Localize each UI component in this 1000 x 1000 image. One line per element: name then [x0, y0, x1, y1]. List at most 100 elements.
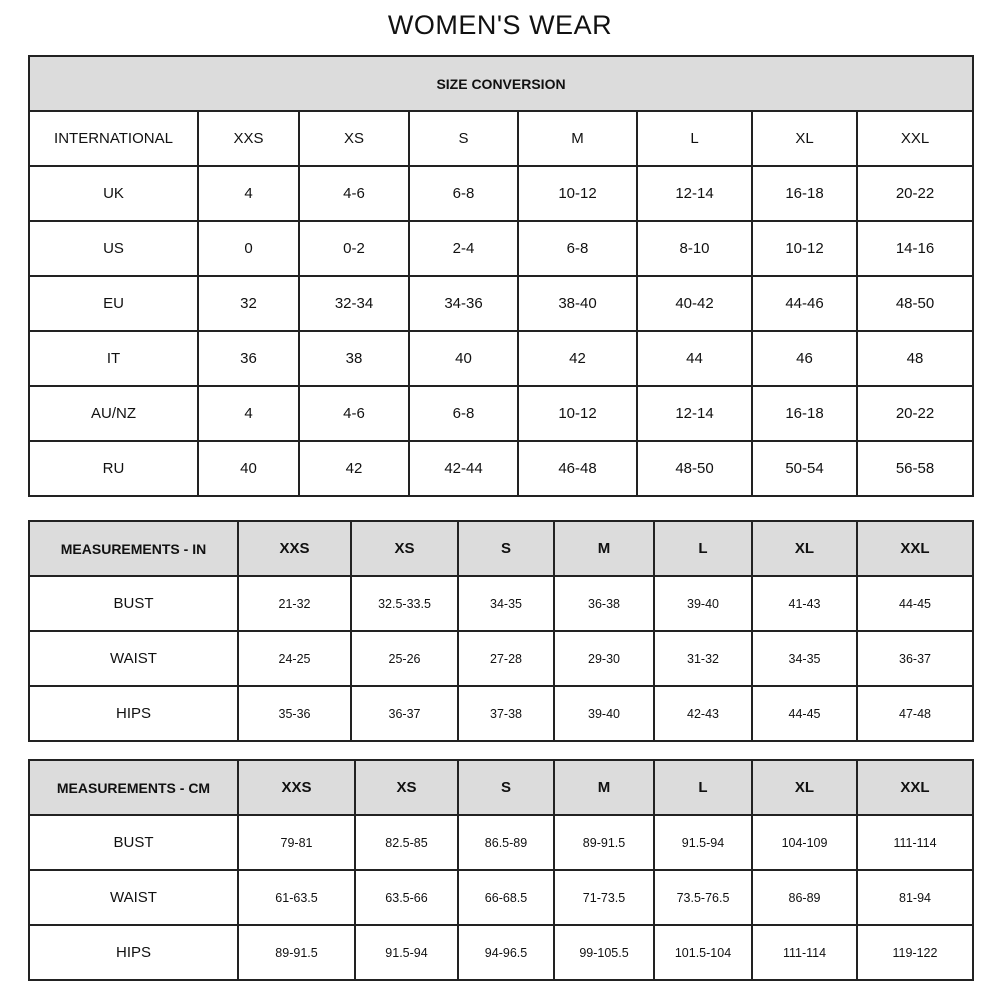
row-label: WAIST [28, 869, 239, 926]
table-cell: 44-45 [856, 575, 974, 632]
table-cell: 40 [408, 330, 519, 387]
table-cell: 37-38 [457, 685, 555, 742]
table-cell: 42 [517, 330, 638, 387]
table-cell: 50-54 [751, 440, 858, 497]
column-header: XL [751, 520, 858, 577]
table-cell: 89-91.5 [553, 814, 655, 871]
measurements-in-table: MEASUREMENTS - IN XXS XS S M L XL XXL BUST 21-32 3… [28, 520, 974, 742]
table-cell: 111-114 [751, 924, 858, 981]
table-cell: 86.5-89 [457, 814, 555, 871]
column-header: M [517, 110, 638, 167]
size-conversion-table: SIZE CONVERSION INTERNATIONAL XXS XS S M L XL X… [27, 55, 975, 497]
table-cell: 119-122 [856, 924, 974, 981]
table-row: IT 36 38 40 42 44 46 48 [28, 330, 975, 387]
column-header: XXL [856, 759, 974, 816]
column-header: L [636, 110, 753, 167]
column-header: L [653, 520, 753, 577]
table-cell: 12-14 [636, 385, 753, 442]
table-row: EU 32 32-34 34-36 38-40 40-42 44-46 48-50 [28, 275, 975, 332]
table-cell: 0 [197, 220, 300, 277]
column-header: S [457, 520, 555, 577]
table-caption-row: SIZE CONVERSION [27, 55, 975, 112]
row-label: HIPS [28, 685, 239, 742]
column-header: XL [751, 110, 858, 167]
table-cell: 36-38 [553, 575, 655, 632]
table-cell: 36 [197, 330, 300, 387]
table-cell: 31-32 [653, 630, 753, 687]
column-header: M [553, 520, 655, 577]
table-cell: 4 [197, 385, 300, 442]
column-header: XS [350, 520, 459, 577]
header-row: MEASUREMENTS - IN XXS XS S M L XL XXL [28, 520, 974, 577]
table-cell: 4-6 [298, 385, 410, 442]
table-cell: 91.5-94 [354, 924, 459, 981]
table-cell: 73.5-76.5 [653, 869, 753, 926]
table-cell: 44 [636, 330, 753, 387]
header-row: MEASUREMENTS - CM XXS XS S M L XL XXL [28, 759, 974, 816]
table-cell: 79-81 [237, 814, 356, 871]
table-cell: 111-114 [856, 814, 974, 871]
table-cell: 4-6 [298, 165, 410, 222]
table-cell: 20-22 [855, 165, 975, 222]
header-row: INTERNATIONAL XXS XS S M L XL XXL [28, 110, 975, 167]
table-cell: 82.5-85 [354, 814, 459, 871]
table-row: RU 40 42 42-44 46-48 48-50 50-54 56-58 [28, 440, 975, 497]
table-cell: 44-46 [751, 275, 858, 332]
table-cell: 46 [751, 330, 858, 387]
table-row: AU/NZ 4 4-6 6-8 10-12 12-14 16-18 20-22 [28, 385, 975, 442]
table-cell: 10-12 [517, 165, 638, 222]
table-row: WAIST 61-63.5 63.5-66 66-68.5 71-73.5 73.5-76… [28, 869, 974, 926]
table-cell: 38-40 [517, 275, 638, 332]
column-header: XS [354, 759, 459, 816]
table-cell: 41-43 [751, 575, 858, 632]
table-cell: 29-30 [553, 630, 655, 687]
measurements-cm-table: MEASUREMENTS - CM XXS XS S M L XL XXL BUST 79-81 8… [28, 759, 974, 981]
table-row: US 0 0-2 2-4 6-8 8-10 10-12 14-16 [28, 220, 975, 277]
table-cell: 86-89 [751, 869, 858, 926]
row-label: IT [28, 330, 199, 387]
table-cell: 27-28 [457, 630, 555, 687]
row-label: HIPS [28, 924, 239, 981]
table-cell: 8-10 [636, 220, 753, 277]
column-header: M [553, 759, 655, 816]
table-cell: 6-8 [517, 220, 638, 277]
table-caption: SIZE CONVERSION [27, 55, 975, 112]
table-cell: 36-37 [856, 630, 974, 687]
table-cell: 47-48 [856, 685, 974, 742]
column-header: L [653, 759, 753, 816]
column-header: XXS [197, 110, 300, 167]
table-row: UK 4 4-6 6-8 10-12 12-14 16-18 20-22 [28, 165, 975, 222]
table-cell: 34-36 [408, 275, 519, 332]
column-header: XS [298, 110, 410, 167]
table-row: WAIST 24-25 25-26 27-28 29-30 31-32 34-35 36-37 [28, 630, 974, 687]
column-header: XXL [856, 520, 974, 577]
header-label: MEASUREMENTS - CM [28, 759, 239, 816]
table-cell: 32-34 [298, 275, 410, 332]
table-cell: 10-12 [751, 220, 858, 277]
table-cell: 39-40 [553, 685, 655, 742]
table-cell: 34-35 [751, 630, 858, 687]
header-label: INTERNATIONAL [28, 110, 199, 167]
table-cell: 24-25 [237, 630, 352, 687]
table-row: BUST 79-81 82.5-85 86.5-89 89-91.5 91.5-94 104… [28, 814, 974, 871]
row-label: US [28, 220, 199, 277]
table-cell: 42-43 [653, 685, 753, 742]
table-cell: 40 [197, 440, 300, 497]
column-header: XXS [237, 520, 352, 577]
table-cell: 21-32 [237, 575, 352, 632]
table-cell: 39-40 [653, 575, 753, 632]
column-header: XXS [237, 759, 356, 816]
table-cell: 10-12 [517, 385, 638, 442]
table-cell: 6-8 [408, 165, 519, 222]
table-row: BUST 21-32 32.5-33.5 34-35 36-38 39-40 41-43 44… [28, 575, 974, 632]
table-cell: 20-22 [855, 385, 975, 442]
row-label: UK [28, 165, 199, 222]
table-cell: 94-96.5 [457, 924, 555, 981]
table-cell: 2-4 [408, 220, 519, 277]
table-cell: 42-44 [408, 440, 519, 497]
table-cell: 14-16 [855, 220, 975, 277]
table-cell: 36-37 [350, 685, 459, 742]
table-cell: 101.5-104 [653, 924, 753, 981]
table-cell: 99-105.5 [553, 924, 655, 981]
table-cell: 61-63.5 [237, 869, 356, 926]
